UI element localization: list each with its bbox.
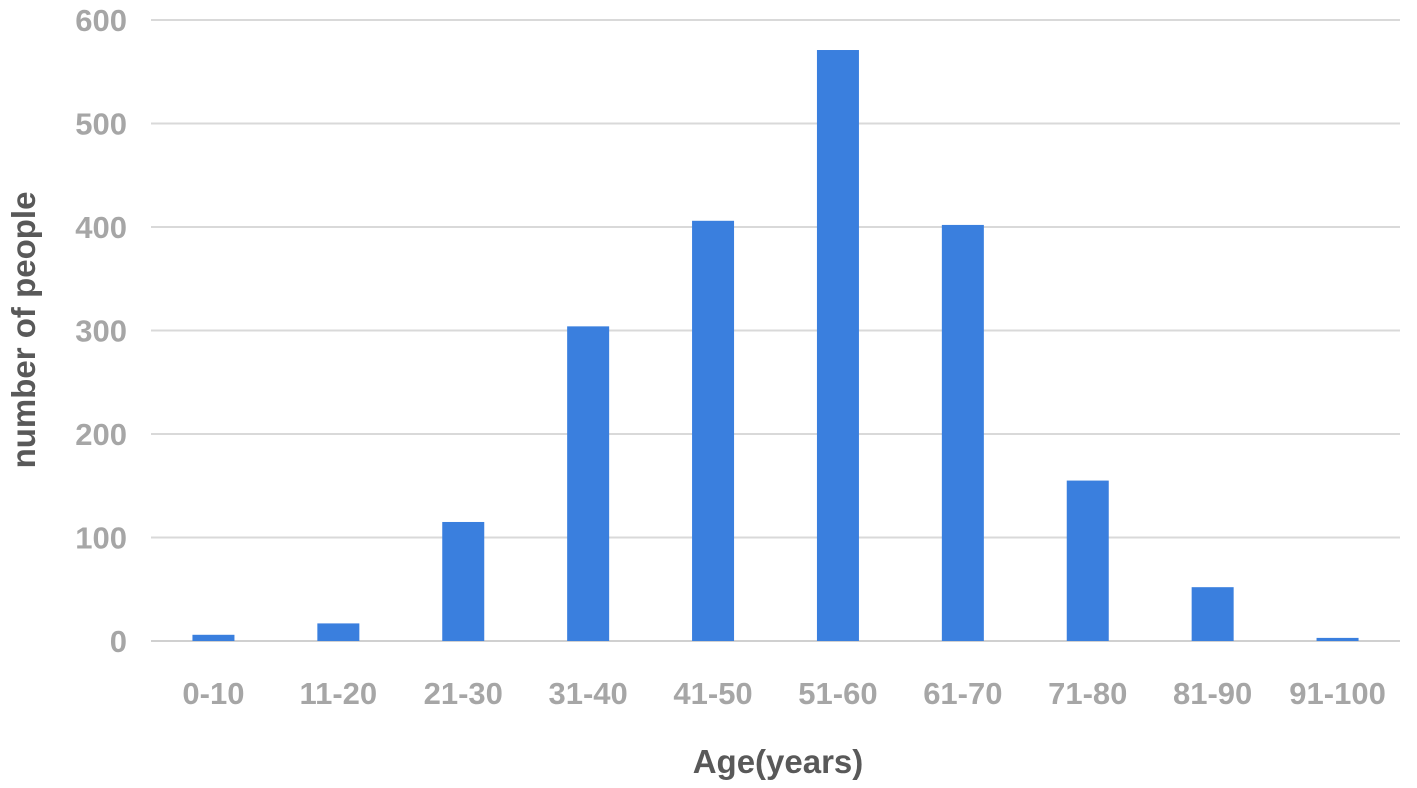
x-axis-title: Age(years)	[693, 743, 864, 780]
x-axis-ticks: 0-10 11-20 21-30 31-40 41-50 51-60 61-70 71-80 8…	[182, 676, 1385, 711]
bar-0-10	[192, 634, 235, 641]
x-tick-label: 31-40	[549, 676, 628, 711]
bar-91-100	[1316, 637, 1359, 641]
bar-71-80	[1066, 480, 1109, 641]
y-tick-label: 0	[110, 624, 127, 659]
x-tick-label: 0-10	[182, 676, 244, 711]
gridlines	[151, 19, 1400, 642]
y-tick-label: 500	[75, 107, 127, 142]
y-axis-ticks: 0 100 200 300 400 500 600	[75, 3, 127, 659]
x-tick-label: 81-90	[1173, 676, 1252, 711]
bar-31-40	[567, 326, 610, 641]
y-tick-label: 600	[75, 3, 127, 38]
y-tick-label: 200	[75, 417, 127, 452]
y-tick-label: 400	[75, 210, 127, 245]
x-tick-label: 51-60	[798, 676, 877, 711]
bar-81-90	[1191, 587, 1234, 641]
bar-21-30	[442, 521, 485, 641]
bar-11-20	[317, 623, 360, 641]
x-tick-label: 41-50	[673, 676, 752, 711]
x-tick-label: 91-100	[1289, 676, 1386, 711]
x-tick-label: 21-30	[424, 676, 503, 711]
x-tick-label: 71-80	[1048, 676, 1127, 711]
y-tick-label: 300	[75, 314, 127, 349]
y-axis-title: number of people	[5, 192, 42, 469]
x-tick-label: 11-20	[300, 676, 378, 711]
x-tick-label: 61-70	[923, 676, 1002, 711]
bar-41-50	[692, 220, 735, 642]
bar-61-70	[941, 224, 984, 641]
bars	[192, 50, 1359, 642]
bar-51-60	[816, 50, 859, 641]
y-tick-label: 100	[75, 521, 127, 556]
